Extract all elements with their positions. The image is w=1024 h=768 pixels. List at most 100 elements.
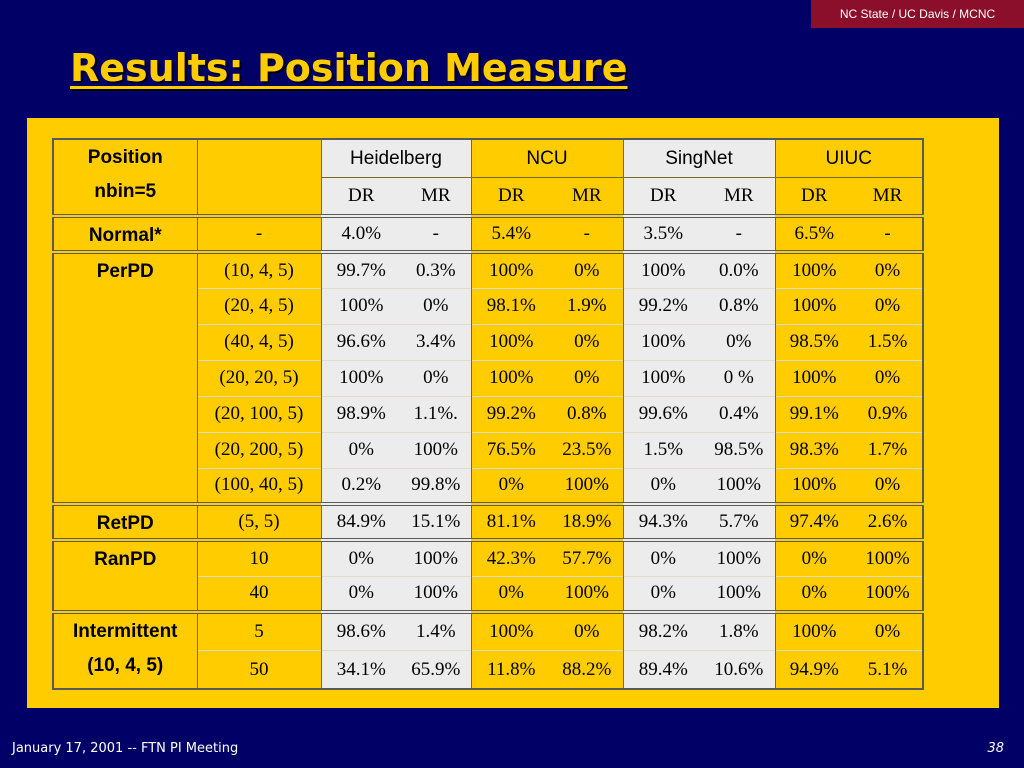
group-label: PerPD bbox=[53, 250, 197, 504]
dr-value: 5.4% bbox=[470, 214, 551, 252]
mr-value: 0.8% bbox=[703, 287, 775, 324]
mr-value: 0% bbox=[551, 610, 623, 651]
results-table-wrap: Position nbin=5 Heidelberg NCU SingNet U… bbox=[52, 138, 924, 690]
mr-value: 1.8% bbox=[703, 610, 775, 651]
dr-value: 100% bbox=[774, 610, 853, 651]
mr-value: 3.4% bbox=[401, 323, 471, 360]
mr-value: 100% bbox=[401, 575, 471, 612]
group-label: Intermittent (10, 4, 5) bbox=[53, 610, 197, 689]
dr-value: 100% bbox=[622, 250, 703, 288]
dr-value: 100% bbox=[774, 250, 853, 288]
dr-value: 99.2% bbox=[622, 287, 703, 324]
results-table: Position nbin=5 Heidelberg NCU SingNet U… bbox=[52, 138, 924, 690]
mr-header: MR bbox=[703, 177, 775, 216]
corner-line1: Position bbox=[87, 147, 163, 168]
dr-value: 100% bbox=[622, 359, 703, 396]
affiliation-badge: NC State / UC Davis / MCNC bbox=[811, 0, 1024, 28]
slide-title: Results: Position Measure bbox=[70, 46, 628, 90]
param-cell: (10, 4, 5) bbox=[196, 250, 321, 288]
mr-value: 0% bbox=[853, 250, 923, 288]
group-label-line: PerPD bbox=[96, 261, 154, 282]
dr-value: 0% bbox=[320, 538, 401, 576]
mr-value: 100% bbox=[703, 575, 775, 612]
group-label-line: RetPD bbox=[96, 513, 154, 534]
mr-value: 0.4% bbox=[703, 395, 775, 432]
dr-value: 96.6% bbox=[320, 323, 401, 360]
dr-value: 100% bbox=[470, 250, 551, 288]
mr-value: 0.9% bbox=[853, 395, 923, 432]
table-row: (40, 4, 5) 96.6% 3.4% 100% 0% 100% 0% 98.5% 1.5% bbox=[53, 323, 923, 360]
dr-value: 94.9% bbox=[774, 650, 853, 689]
mr-value: 0% bbox=[551, 359, 623, 396]
dr-value: 76.5% bbox=[470, 431, 551, 468]
param-cell: 5 bbox=[196, 610, 321, 651]
mr-value: 65.9% bbox=[401, 650, 471, 689]
mr-value: - bbox=[703, 214, 775, 252]
dr-value: 0% bbox=[320, 431, 401, 468]
mr-value: 0.0% bbox=[703, 250, 775, 288]
dr-value: 0% bbox=[470, 575, 551, 612]
mr-value: - bbox=[551, 214, 623, 252]
param-cell: (5, 5) bbox=[196, 502, 321, 540]
dr-value: 98.9% bbox=[320, 395, 401, 432]
param-cell: (20, 4, 5) bbox=[196, 287, 321, 324]
group-label: Normal* bbox=[53, 214, 197, 252]
dr-value: 98.3% bbox=[774, 431, 853, 468]
mr-value: 0% bbox=[401, 287, 471, 324]
mr-value: 1.4% bbox=[401, 610, 471, 651]
dr-value: 99.2% bbox=[470, 395, 551, 432]
mr-value: 0 % bbox=[703, 359, 775, 396]
dr-value: 100% bbox=[320, 287, 401, 324]
dr-value: 4.0% bbox=[320, 214, 401, 252]
mr-value: 0.8% bbox=[551, 395, 623, 432]
dr-value: 100% bbox=[320, 359, 401, 396]
mr-value: 100% bbox=[401, 538, 471, 576]
header-row-sites: Position nbin=5 Heidelberg NCU SingNet U… bbox=[53, 139, 923, 216]
group-label-line: (10, 4, 5) bbox=[87, 655, 164, 676]
site-header-ncu: NCU bbox=[470, 139, 623, 178]
mr-value: 88.2% bbox=[551, 650, 623, 689]
dr-value: 98.2% bbox=[622, 610, 703, 651]
mr-value: - bbox=[853, 214, 923, 252]
mr-value: 23.5% bbox=[551, 431, 623, 468]
param-cell: 10 bbox=[196, 538, 321, 576]
dr-value: 89.4% bbox=[622, 650, 703, 689]
mr-value: 1.1%. bbox=[401, 395, 471, 432]
footer-date-event: January 17, 2001 -- FTN PI Meeting bbox=[12, 741, 239, 756]
mr-value: 100% bbox=[703, 467, 775, 504]
site-header-singnet: SingNet bbox=[622, 139, 775, 178]
dr-header: DR bbox=[774, 177, 853, 216]
mr-value: 18.9% bbox=[551, 502, 623, 540]
dr-value: 3.5% bbox=[622, 214, 703, 252]
group-label-line: Intermittent bbox=[73, 621, 178, 642]
mr-value: 5.1% bbox=[853, 650, 923, 689]
corner-line2: nbin=5 bbox=[94, 181, 157, 202]
dr-value: 0.2% bbox=[320, 467, 401, 504]
dr-value: 98.5% bbox=[774, 323, 853, 360]
param-cell: 40 bbox=[196, 575, 321, 612]
dr-value: 98.6% bbox=[320, 610, 401, 651]
mr-value: 57.7% bbox=[551, 538, 623, 576]
mr-header: MR bbox=[401, 177, 471, 216]
header-row-metrics: DR MR DR MR DR MR DR MR bbox=[53, 177, 923, 216]
table-row: Intermittent (10, 4, 5) 5 98.6% 1.4% 100% 0% 98… bbox=[53, 610, 923, 689]
group-label-line: RanPD bbox=[94, 549, 157, 570]
group-label: RetPD bbox=[53, 502, 197, 540]
dr-value: 100% bbox=[774, 467, 853, 504]
table-row: (20, 200, 5) 0% 100% 76.5% 23.5% 1.5% 98.5% 98.… bbox=[53, 431, 923, 468]
mr-value: 0% bbox=[551, 323, 623, 360]
table-row: (100, 40, 5) 0.2% 99.8% 0% 100% 0% 100% 100% 0% bbox=[53, 467, 923, 504]
site-header-uiuc: UIUC bbox=[774, 139, 923, 178]
table-row: Normal* -4.0% -5.4% -3.5% -6.5% - bbox=[53, 214, 923, 252]
table-row: RanPD 10 0% 100% 42.3% 57.7% 0% 100% 0% 100% bbox=[53, 538, 923, 612]
dr-header: DR bbox=[622, 177, 703, 216]
mr-value: 0% bbox=[853, 467, 923, 504]
mr-value: 100% bbox=[853, 575, 923, 612]
dr-value: 100% bbox=[470, 323, 551, 360]
dr-value: 98.1% bbox=[470, 287, 551, 324]
param-cell: (40, 4, 5) bbox=[196, 323, 321, 360]
dr-value: 99.7% bbox=[320, 250, 401, 288]
dr-value: 100% bbox=[470, 359, 551, 396]
mr-value: 1.9% bbox=[551, 287, 623, 324]
dr-value: 0% bbox=[470, 467, 551, 504]
